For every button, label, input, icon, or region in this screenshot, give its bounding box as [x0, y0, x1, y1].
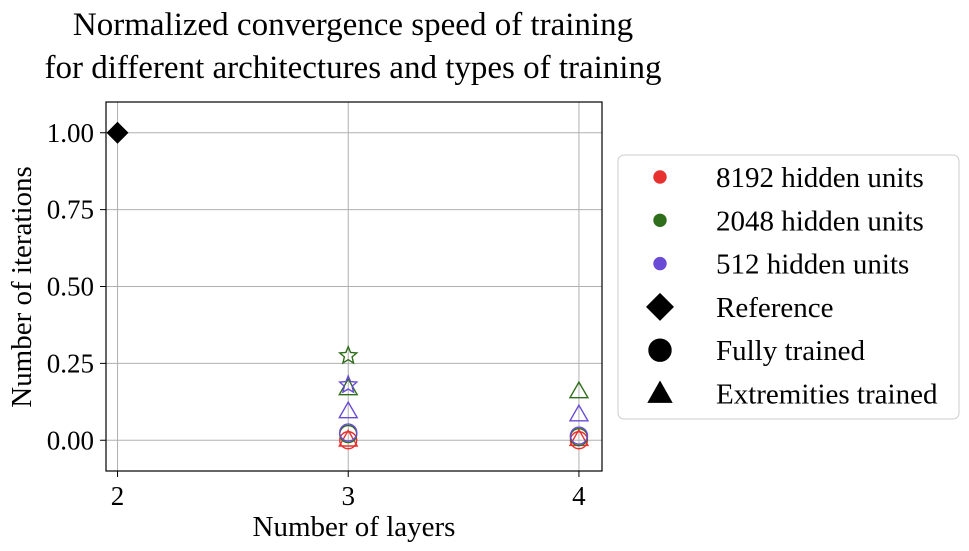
- legend-label: 2048 hidden units: [716, 205, 924, 237]
- legend-label: 8192 hidden units: [716, 162, 924, 194]
- y-tick-label: 0.75: [47, 195, 94, 225]
- data-point-diamond: [106, 121, 129, 144]
- data-point-star: [337, 374, 359, 394]
- x-axis-label: Number of layers: [253, 511, 456, 543]
- x-tick-label: 4: [572, 481, 586, 511]
- data-points: [106, 121, 590, 450]
- chart-title-line-1: Normalized convergence speed of training: [72, 7, 634, 43]
- legend-box: [617, 154, 960, 420]
- y-tick-label: 0.00: [47, 425, 94, 455]
- legend-marker-diamond: [646, 292, 674, 321]
- legend-marker-triangle: [647, 380, 673, 403]
- legend-label: Fully trained: [716, 335, 866, 367]
- data-point-circle: [569, 426, 589, 445]
- legend: 8192 hidden units 2048 hidden units 512 hi…: [617, 154, 960, 420]
- legend-marker-dot: [653, 170, 667, 184]
- x-axis-ticks: 2 3 4: [111, 471, 586, 511]
- data-point-star: [337, 344, 359, 365]
- y-tick-label: 0.25: [47, 348, 94, 378]
- legend-marker-dot: [653, 213, 667, 228]
- legend-marker-circle: [648, 338, 672, 362]
- data-point-triangle: [338, 400, 359, 419]
- legend-label: Reference: [716, 292, 834, 324]
- y-tick-label: 1.00: [47, 118, 94, 148]
- data-point-circle: [339, 423, 358, 442]
- legend-label: 512 hidden units: [716, 249, 909, 281]
- grid-lines: [106, 102, 602, 471]
- y-axis-label: Number of iterations: [6, 166, 38, 408]
- x-tick-label: 3: [341, 481, 355, 511]
- legend-marker-dot: [653, 256, 667, 271]
- x-tick-label: 2: [111, 481, 125, 511]
- chart-title: Normalized convergence speed of training…: [0, 4, 706, 90]
- data-point-triangle: [568, 403, 590, 422]
- chart-title-line-2: for different architectures and types of…: [44, 50, 662, 86]
- y-axis-ticks: 0.00 0.25 0.50 0.75 1.00: [47, 118, 106, 455]
- data-point-triangle: [338, 428, 359, 447]
- legend-label: Extremities trained: [716, 379, 938, 411]
- data-point-triangle: [568, 380, 590, 399]
- y-tick-label: 0.50: [47, 272, 94, 302]
